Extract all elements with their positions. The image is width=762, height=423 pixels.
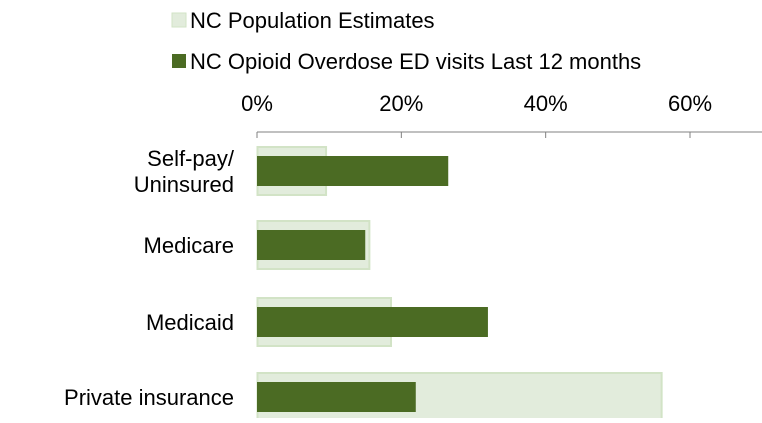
bars xyxy=(256,146,663,422)
x-axis: 0% 20% 40% 60% xyxy=(241,91,762,138)
category-label-line: Medicare xyxy=(144,233,234,258)
category-label-line: Self-pay/ xyxy=(147,146,235,171)
legend-label: NC Opioid Overdose ED visits Last 12 mon… xyxy=(190,49,641,74)
bar-population-estimate xyxy=(256,372,663,422)
category-label-line: Uninsured xyxy=(134,172,234,197)
category-labels: Self-pay/Uninsured Medicare Medicaid Privat… xyxy=(64,146,235,410)
bar-opioid-ed-visits xyxy=(257,382,416,412)
category-label: Medicaid xyxy=(146,310,234,335)
category-label: Self-pay/Uninsured xyxy=(134,146,235,197)
x-tick-label: 0% xyxy=(241,91,273,116)
category-label-line: Medicaid xyxy=(146,310,234,335)
category-label-line: Private insurance xyxy=(64,385,234,410)
x-tick-label: 40% xyxy=(524,91,568,116)
x-tick-label: 60% xyxy=(668,91,712,116)
legend-swatch xyxy=(171,12,187,28)
legend-swatch xyxy=(172,54,186,68)
legend: NC Population Estimates NC Opioid Overdos… xyxy=(171,8,641,74)
category-label: Private insurance xyxy=(64,385,234,410)
bar-opioid-ed-visits xyxy=(257,307,488,337)
category-label: Medicare xyxy=(144,233,234,258)
bar-opioid-ed-visits xyxy=(257,156,449,186)
bar-opioid-ed-visits xyxy=(257,230,366,260)
legend-label: NC Population Estimates xyxy=(190,8,435,33)
x-tick-label: 20% xyxy=(379,91,423,116)
